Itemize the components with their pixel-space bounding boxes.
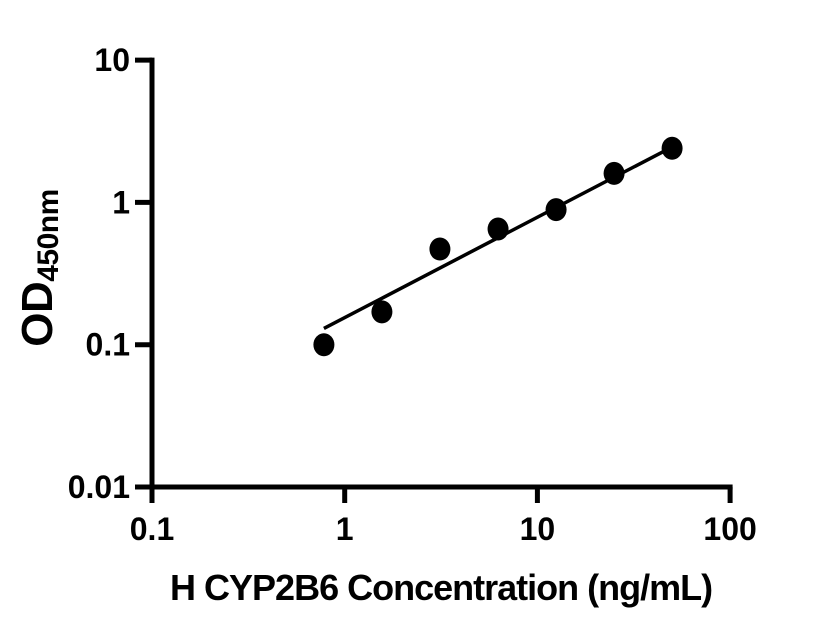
x-tick-label: 0.1: [130, 511, 174, 547]
data-point: [487, 217, 509, 241]
data-points: [313, 136, 683, 357]
y-axis-title-main: OD: [13, 282, 62, 347]
x-tick-label: 100: [703, 511, 756, 547]
y-axis-title: OD450nm: [13, 189, 65, 347]
y-axis-tick-labels: 0.01 0.1 1 10: [68, 42, 130, 505]
x-axis-title: H CYP2B6 Concentration (ng/mL): [170, 567, 712, 608]
y-tick-label: 0.1: [86, 327, 130, 363]
y-tick-label: 10: [94, 42, 130, 78]
data-point: [545, 198, 567, 222]
data-point: [661, 136, 683, 160]
x-axis-ticks: [149, 487, 733, 503]
y-tick-label: 0.01: [68, 469, 130, 505]
y-axis-ticks: [135, 57, 152, 490]
x-tick-label: 10: [520, 511, 556, 547]
x-axis-tick-labels: 0.1 1 10 100: [130, 511, 757, 547]
x-tick-label: 1: [336, 511, 354, 547]
data-point: [313, 333, 335, 357]
data-point: [429, 237, 451, 261]
y-tick-label: 1: [112, 184, 130, 220]
x-axis: 0.1 1 10 100: [130, 484, 757, 547]
y-axis: 0.01 0.1 1 10: [68, 42, 155, 505]
y-axis-title-subscript: 450nm: [32, 189, 65, 282]
data-point: [371, 300, 393, 324]
data-point: [603, 161, 625, 185]
